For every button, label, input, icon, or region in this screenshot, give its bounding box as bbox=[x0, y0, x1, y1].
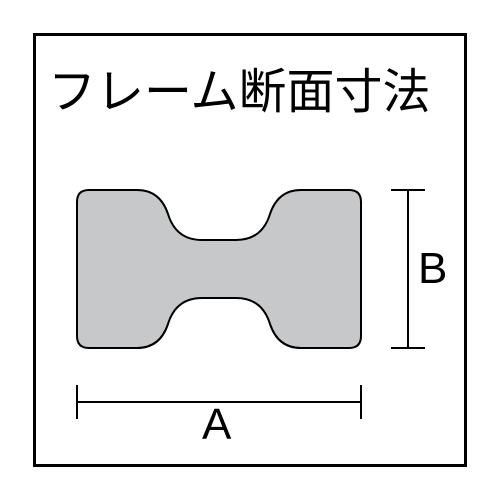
dimension-b-label: B bbox=[418, 244, 447, 294]
i-beam-shape bbox=[77, 190, 361, 348]
diagram-container: フレーム断面寸法 A B bbox=[0, 0, 500, 500]
dimension-a-label: A bbox=[202, 400, 231, 450]
